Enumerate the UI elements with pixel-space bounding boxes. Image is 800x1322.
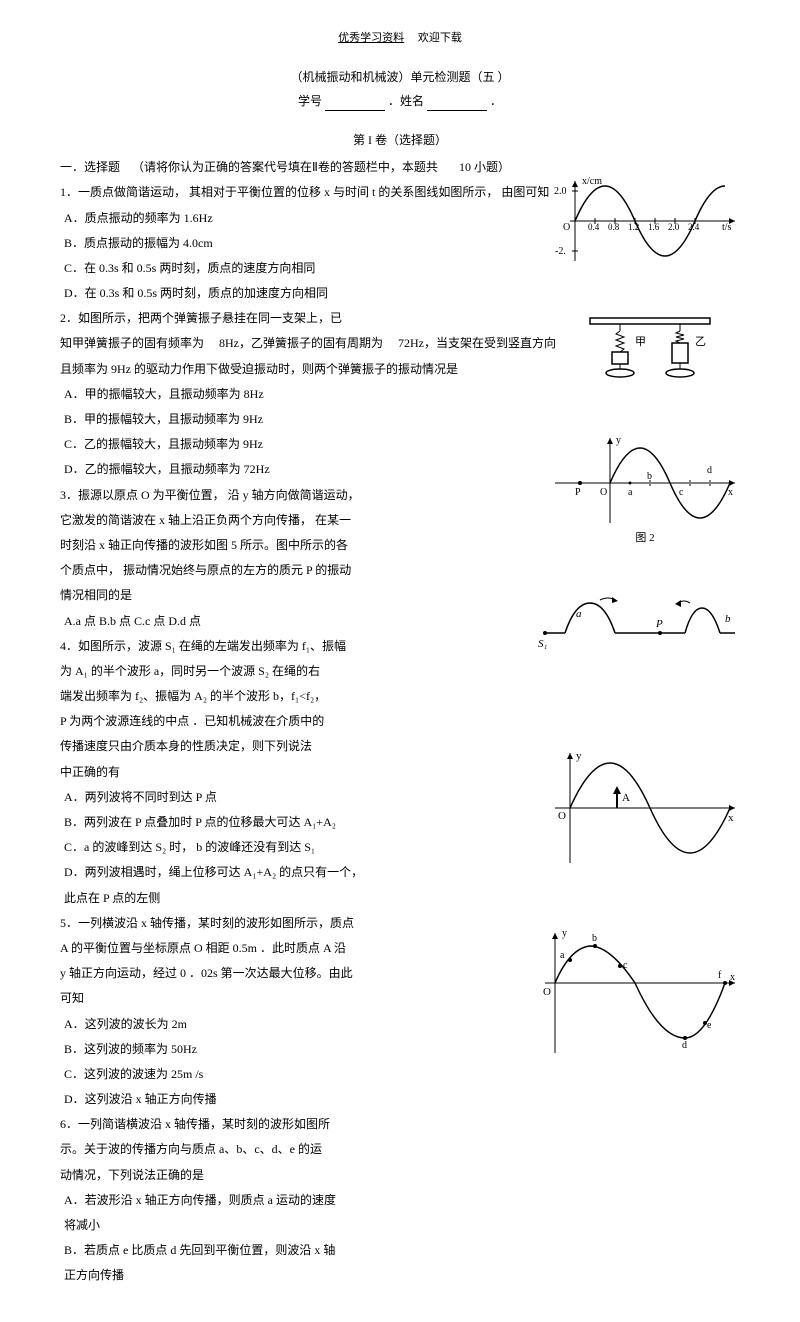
fig1-t5: 2.0 bbox=[668, 220, 679, 234]
fig1-t6: 2.4 bbox=[688, 220, 699, 234]
q4-s2: 为 A₁ 的半个波形 a，同时另一个波源 S₂ 在绳的右 bbox=[60, 662, 740, 681]
figure-6: O a b c d e f x y bbox=[540, 928, 740, 1058]
q2-A: A．甲的振幅较大，且振动频率为 8Hz bbox=[64, 385, 740, 404]
q6-A1: A．若波形沿 x 轴正方向传播，则质点 a 运动的速度 bbox=[64, 1191, 740, 1210]
header-left: 优秀学习资料 bbox=[338, 32, 404, 44]
q4-D2: 此点在 P 点的左侧 bbox=[64, 889, 740, 908]
fig5-O: O bbox=[558, 808, 566, 826]
title-block: （机械振动和机械波）单元检测题（五 ） 学号 ．姓名 ． bbox=[60, 68, 740, 111]
header-right: 欢迎下载 bbox=[418, 32, 462, 44]
exam-title: （机械振动和机械波）单元检测题（五 ） bbox=[60, 68, 740, 87]
fig3-P: P bbox=[575, 485, 581, 501]
fig6-a: a bbox=[560, 948, 564, 964]
figure-2: 甲 乙 bbox=[580, 313, 720, 383]
q4-s4: P 为两个波源连线的中点 ．已知机械波在介质中的 bbox=[60, 712, 740, 731]
student-info: 学号 ．姓名 ． bbox=[60, 92, 740, 111]
fig1-t4: 1.6 bbox=[648, 220, 659, 234]
intro-text: （请将你认为正确的答案代号填在Ⅱ卷的答题栏中，本题共 bbox=[132, 160, 438, 174]
q5-D: D．这列波沿 x 轴正方向传播 bbox=[64, 1090, 740, 1109]
fig5-A: A bbox=[622, 790, 630, 808]
fig6-O: O bbox=[543, 984, 551, 1002]
id-blank bbox=[325, 97, 385, 111]
fig3-a: a bbox=[628, 485, 632, 501]
fig4-a: a bbox=[576, 606, 582, 624]
fig1-t1: 0.4 bbox=[588, 220, 599, 234]
intro-line: 一．选择题 （请将你认为正确的答案代号填在Ⅱ卷的答题栏中，本题共 10 小题） bbox=[60, 158, 740, 177]
svg-text:乙: 乙 bbox=[695, 335, 706, 348]
intro-count: 10 小题） bbox=[459, 160, 510, 174]
name-label: ．姓名 bbox=[388, 94, 424, 108]
fig1-t2: 0.8 bbox=[608, 220, 619, 234]
fig1-ylabel: x/cm bbox=[582, 174, 602, 190]
q6-B2: 正方向传播 bbox=[64, 1266, 740, 1285]
q6-A2: 将减小 bbox=[64, 1216, 740, 1235]
fig6-x: x bbox=[730, 970, 735, 986]
fig6-e: e bbox=[707, 1018, 711, 1034]
page-header: 优秀学习资料 欢迎下载 bbox=[60, 30, 740, 48]
q5-C: C．这列波的波速为 25m /s bbox=[64, 1065, 740, 1084]
fig6-y: y bbox=[562, 926, 567, 942]
q3-s4: 个质点中， 振动情况始终与原点的左方的质元 P 的振动 bbox=[60, 561, 740, 580]
fig6-c: c bbox=[623, 958, 627, 974]
q4-s3: 端发出频率为 f₂、振幅为 A₂ 的半个波形 b，f₁<f₂， bbox=[60, 687, 740, 706]
q2-s2a: 知甲弹簧振子的固有频率为 bbox=[60, 336, 204, 350]
q1-D: D．在 0.3s 和 0.5s 两时刻，质点的加速度方向相同 bbox=[64, 284, 740, 303]
q6-s3: 动情况，下列说法正确的是 bbox=[60, 1166, 740, 1185]
figure-3: P O a b c d x y 图 2 bbox=[550, 433, 740, 548]
id-label: 学号 bbox=[298, 94, 322, 108]
name-blank bbox=[427, 97, 487, 111]
fig1-ymax: 2.0 bbox=[554, 184, 567, 200]
fig4-b: b bbox=[725, 611, 731, 629]
fig6-f: f bbox=[718, 968, 721, 984]
fig3-d: d bbox=[707, 463, 712, 479]
fig6-d: d bbox=[682, 1038, 687, 1054]
svg-text:甲: 甲 bbox=[635, 336, 646, 348]
fig1-t3: 1.2 bbox=[628, 220, 639, 234]
period: ． bbox=[490, 94, 502, 108]
q2-B: B．甲的振幅较大，且振动频率为 9Hz bbox=[64, 410, 740, 429]
section-title: 第 I 卷（选择题） bbox=[60, 131, 740, 150]
q6-B1: B．若质点 e 比质点 d 先回到平衡位置，则波沿 x 轴 bbox=[64, 1241, 740, 1260]
figure-1: x/cm 2.0 -2. O t/s 0.4 0.8 1.2 1.6 2.0 2… bbox=[560, 176, 740, 266]
fig1-origin: O bbox=[563, 220, 570, 236]
q6-s1: 6．一列简谐横波沿 x 轴传播，某时刻的波形如图所 bbox=[60, 1115, 740, 1134]
fig3-caption: 图 2 bbox=[550, 530, 740, 548]
figure-5: O A x y bbox=[550, 748, 740, 868]
figure-4: S₁ a P b bbox=[540, 588, 740, 648]
q2-s2c: 72Hz，当支架在受到竖直方向 bbox=[398, 336, 556, 350]
fig3-b: b bbox=[647, 469, 652, 485]
q6-s2: 示。关于波的传播方向与质点 a、b、c、d、e 的运 bbox=[60, 1140, 740, 1159]
fig6-b: b bbox=[592, 931, 597, 947]
fig5-x: x bbox=[728, 810, 734, 828]
fig3-O: O bbox=[600, 485, 607, 501]
fig3-y: y bbox=[616, 433, 621, 449]
fig4-S1: S₁ bbox=[538, 636, 547, 654]
fig3-c: c bbox=[679, 485, 683, 501]
fig4-P: P bbox=[656, 616, 663, 634]
intro-label: 一．选择题 bbox=[60, 160, 120, 174]
fig3-x: x bbox=[728, 485, 733, 501]
q2-s2b: 8Hz，乙弹簧振子的固有周期为 bbox=[219, 336, 383, 350]
fig1-ymin: -2. bbox=[555, 244, 566, 260]
fig5-y: y bbox=[576, 748, 582, 766]
fig1-xlabel: t/s bbox=[722, 220, 731, 236]
